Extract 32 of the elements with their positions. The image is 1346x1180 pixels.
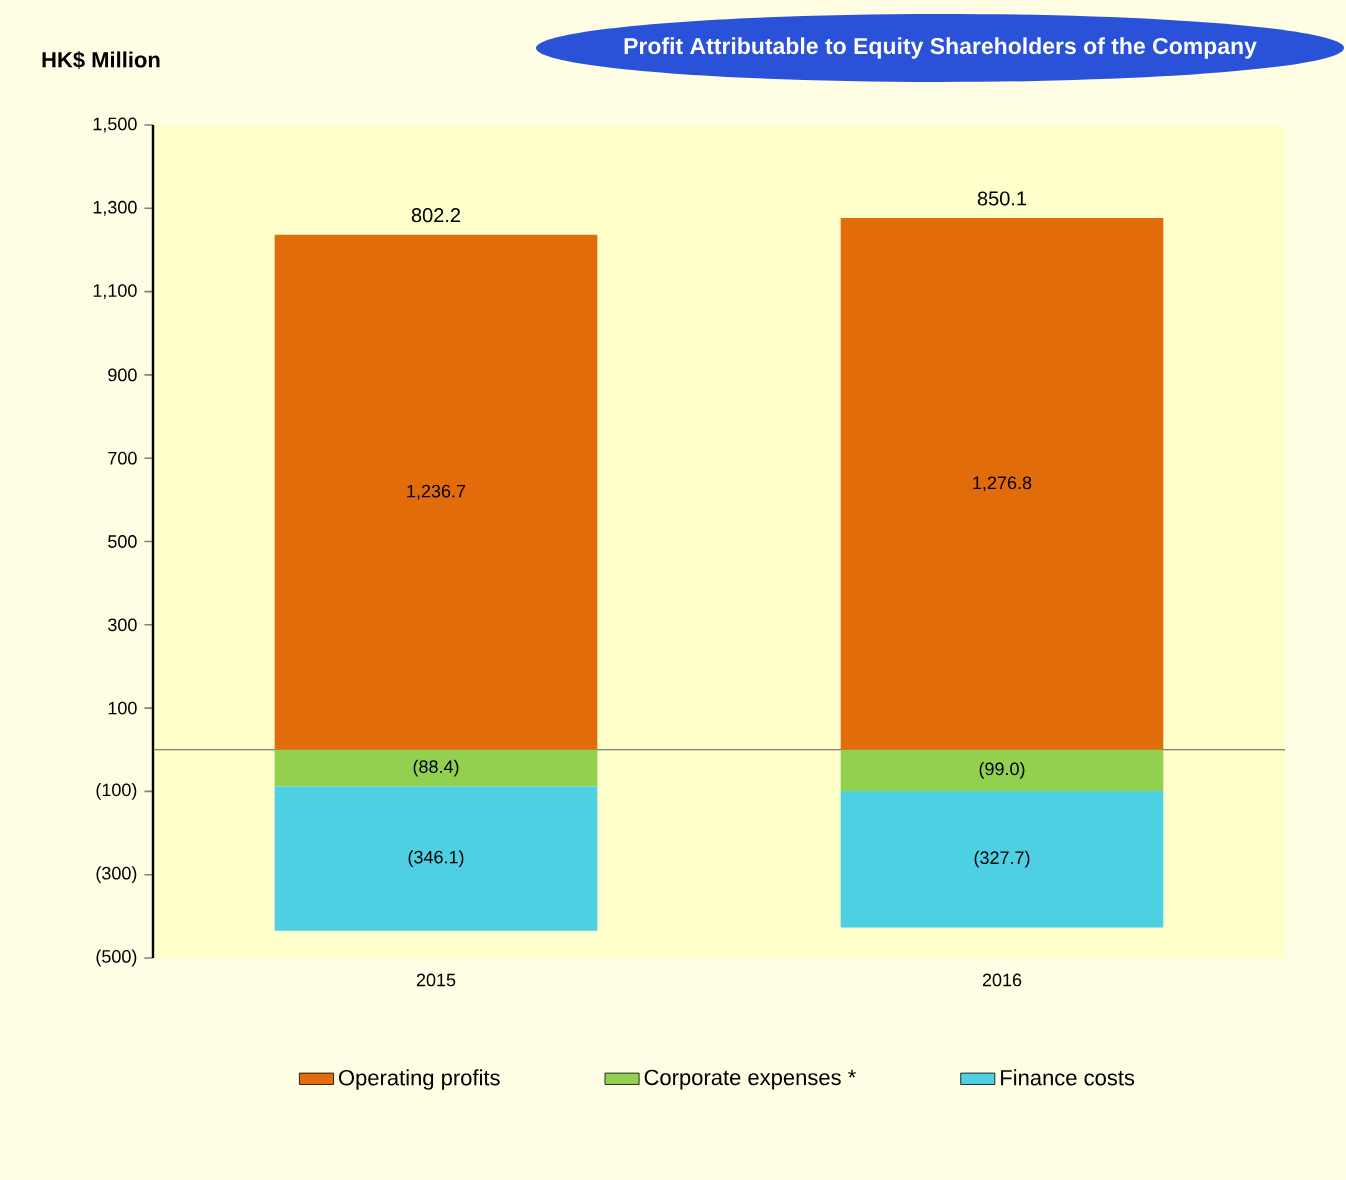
data-label: (88.4): [413, 759, 459, 777]
bar: [274, 786, 598, 931]
y-tick-label: (100): [96, 783, 137, 800]
x-tick-label: 2015: [416, 973, 456, 987]
bar: [840, 217, 1164, 750]
y-tick-label: (300): [96, 866, 137, 884]
y-axis-title: HK$ Million: [42, 51, 160, 69]
chart-title: Profit Attributable to Equity Shareholders of the Company: [624, 37, 1257, 59]
y-tick-label: 500: [108, 535, 137, 548]
y-tick-label: 1,500: [93, 117, 137, 133]
y-tick-label: 100: [108, 701, 137, 715]
total-label: 850.1: [977, 191, 1027, 206]
y-tick-label: 1,300: [93, 200, 137, 216]
bar: [274, 234, 598, 750]
data-label: 1,276.8: [973, 476, 1032, 492]
data-label: (346.1): [408, 850, 464, 868]
legend-label: Corporate expenses *: [644, 1069, 856, 1090]
bar: [274, 749, 598, 787]
legend-label: Operating profits: [338, 1069, 500, 1090]
bar: [840, 790, 1164, 928]
total-label: 802.2: [411, 208, 461, 223]
y-tick-label: 300: [108, 618, 137, 632]
legend-label: Finance costs: [1001, 1069, 1135, 1086]
y-tick-label: 1,100: [93, 284, 137, 300]
y-tick-label: 700: [108, 451, 137, 465]
y-tick-label: 900: [108, 368, 137, 382]
bar: [840, 749, 1164, 791]
data-label: (99.0): [979, 761, 1025, 779]
x-tick-label: 2016: [982, 973, 1022, 987]
data-label: 1,236.7: [407, 484, 466, 500]
data-label: (327.7): [974, 850, 1030, 868]
y-tick-label: (500): [96, 949, 137, 967]
